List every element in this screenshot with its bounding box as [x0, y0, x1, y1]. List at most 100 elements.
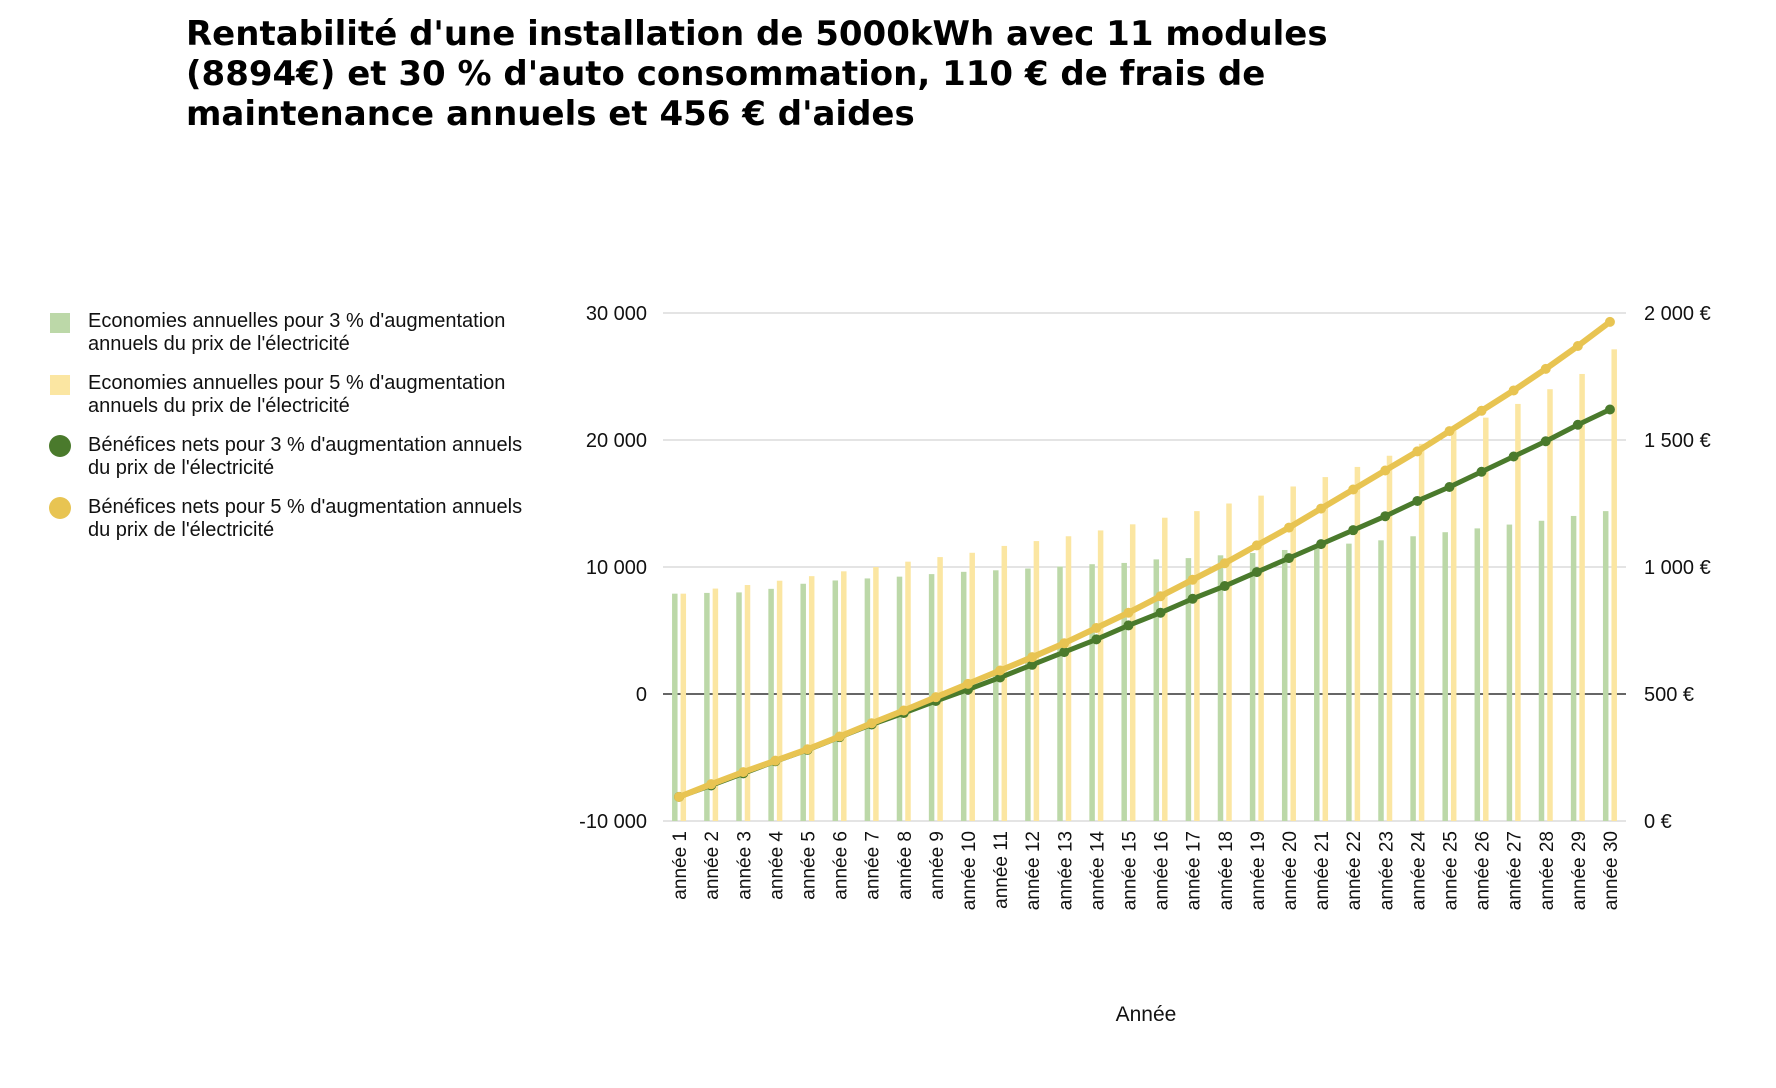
point-profit-5pct [866, 718, 877, 729]
bar-savings-5pct [776, 580, 783, 821]
x-tick-label: année 21 [1312, 831, 1333, 910]
bar-savings-3pct [1442, 532, 1448, 821]
bar-savings-5pct [680, 593, 687, 821]
y-right-tick-label: 1 500 € [1644, 430, 1711, 452]
line-profit-5pct [676, 318, 1613, 800]
y-left-tick-label: 0 [636, 684, 647, 706]
x-tick-label: année 19 [1248, 831, 1269, 910]
x-tick-label: année 28 [1537, 831, 1558, 910]
bar-savings-3pct [768, 588, 774, 821]
point-profit-5pct [1283, 522, 1294, 533]
bar-savings-5pct [1194, 511, 1200, 821]
legend-swatch-savings-3pct [50, 313, 70, 333]
point-profit-5pct [898, 705, 909, 716]
bar-savings-5pct [1065, 536, 1072, 821]
point-profit-3pct [1348, 525, 1359, 536]
bar-savings-5pct [1515, 403, 1521, 821]
x-tick-label: année 1 [670, 831, 691, 900]
point-profit-3pct [1027, 659, 1038, 670]
y-left-tick-label: 20 000 [586, 430, 647, 452]
y-right-tick-label: 2 000 € [1644, 303, 1711, 325]
bar-savings-3pct [1153, 559, 1160, 821]
bar-savings-5pct [1258, 495, 1264, 821]
x-tick-label: année 24 [1408, 831, 1429, 911]
x-tick-label: année 8 [895, 831, 916, 900]
point-profit-3pct [1123, 620, 1134, 631]
x-tick-label: année 23 [1376, 831, 1397, 910]
bar-savings-3pct [1346, 543, 1352, 821]
bar-savings-3pct [1121, 562, 1127, 821]
point-profit-5pct [802, 744, 813, 755]
bar-savings-3pct [1089, 564, 1095, 821]
bar-savings-5pct [1226, 503, 1232, 821]
point-profit-5pct [1508, 385, 1519, 396]
x-tick-label: année 13 [1055, 831, 1076, 910]
x-tick-label: année 12 [1023, 831, 1044, 910]
bar-savings-5pct [1354, 466, 1361, 821]
bar-savings-3pct [864, 578, 871, 821]
bar-savings-5pct [1001, 545, 1008, 821]
point-profit-3pct [995, 672, 1006, 683]
bar-savings-5pct [841, 571, 847, 821]
point-profit-3pct [1219, 581, 1230, 592]
x-tick-label: année 18 [1216, 831, 1237, 910]
x-tick-label: année 3 [734, 831, 755, 900]
bar-savings-5pct [1290, 486, 1296, 821]
point-profit-5pct [1316, 503, 1327, 514]
lines [674, 316, 1615, 802]
bar-savings-5pct [937, 557, 943, 821]
point-profit-5pct [995, 665, 1006, 676]
bar-savings-5pct [873, 567, 879, 821]
x-tick-label: année 10 [959, 831, 980, 910]
legend: Economies annuelles pour 3 % d'augmentat… [46, 310, 546, 558]
point-profit-5pct [1348, 484, 1359, 495]
bar-savings-3pct [1314, 546, 1320, 821]
x-tick-label: année 22 [1344, 831, 1365, 910]
bar-savings-3pct [1185, 558, 1192, 821]
point-profit-3pct [1059, 647, 1070, 658]
legend-swatch-profit-3pct [49, 435, 71, 457]
point-profit-5pct [1444, 426, 1455, 437]
x-tick-label: année 4 [766, 831, 787, 900]
bar-savings-3pct [1506, 524, 1513, 821]
bar-savings-3pct [832, 580, 839, 821]
point-profit-5pct [1027, 652, 1038, 663]
point-profit-5pct [706, 779, 717, 790]
legend-item-profit-3pct: Bénéfices nets pour 3 % d'augmentation a… [46, 434, 546, 480]
x-tick-label: année 2 [702, 831, 723, 900]
point-profit-5pct [1251, 540, 1262, 551]
point-profit-3pct [1540, 436, 1551, 447]
point-profit-5pct [1091, 622, 1102, 633]
point-profit-5pct [962, 678, 973, 689]
bar-savings-3pct [1281, 549, 1288, 821]
point-profit-3pct [1316, 539, 1327, 550]
y-right-tick-label: 1 000 € [1644, 557, 1711, 579]
x-axis-title: Année [1116, 1003, 1177, 1026]
bar-savings-3pct [1217, 555, 1224, 821]
x-tick-label: année 5 [798, 831, 819, 900]
bar-savings-5pct [744, 585, 751, 821]
x-tick-label: année 29 [1569, 831, 1590, 910]
bar-savings-3pct [1474, 528, 1481, 821]
x-tick-label: année 17 [1184, 831, 1205, 910]
bar-savings-3pct [1025, 568, 1031, 821]
x-tick-label: année 11 [991, 831, 1012, 909]
bar-savings-5pct [1129, 524, 1136, 821]
point-profit-3pct [1476, 466, 1487, 477]
point-profit-3pct [1572, 419, 1583, 430]
y-left-tick-label: -10 000 [579, 811, 647, 833]
axes: -10 000 0 10 000 20 000 30 000 0 € 500 € 1 000 … [579, 303, 1711, 910]
bar-savings-5pct [1611, 349, 1617, 821]
legend-swatch-profit-5pct [49, 497, 71, 519]
legend-label-profit-5pct: Bénéfices nets pour 5 % d'augmentation a… [88, 496, 523, 541]
legend-item-savings-5pct: Economies annuelles pour 5 % d'augmentat… [46, 372, 546, 418]
point-profit-5pct [1155, 591, 1166, 602]
bar-savings-3pct [1057, 566, 1063, 821]
bar-savings-5pct [1450, 430, 1457, 821]
point-profit-3pct [1508, 451, 1519, 462]
legend-label-savings-3pct: Economies annuelles pour 3 % d'augmentat… [88, 310, 506, 355]
x-tick-label: année 30 [1601, 831, 1622, 910]
chart-title: Rentabilité d'une installation de 5000kW… [186, 14, 1328, 134]
point-profit-5pct [834, 731, 845, 742]
